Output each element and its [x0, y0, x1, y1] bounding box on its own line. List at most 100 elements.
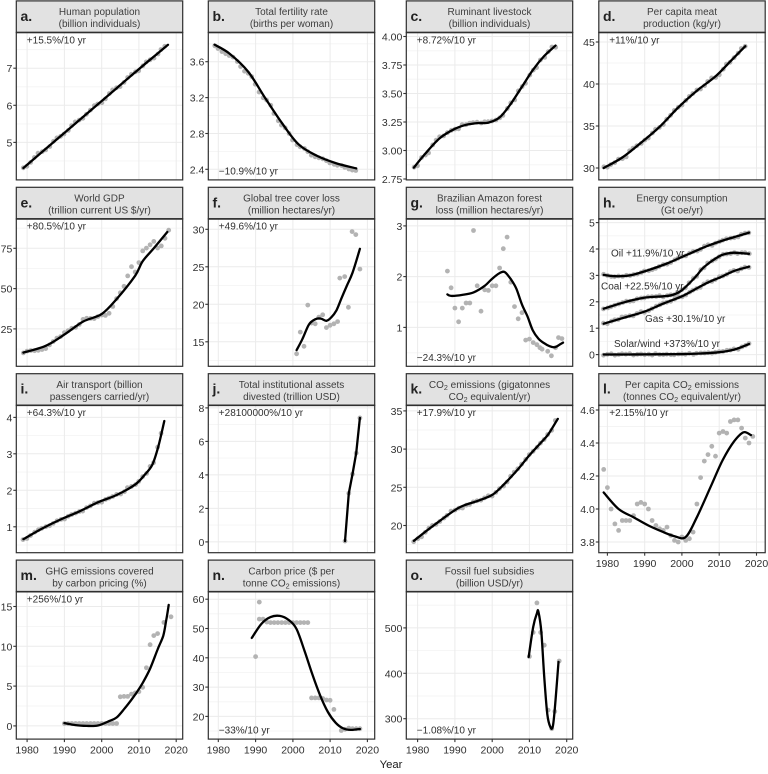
- svg-text:by carbon pricing (%): by carbon pricing (%): [52, 578, 146, 589]
- svg-text:production (kg/yr): production (kg/yr): [643, 19, 721, 30]
- svg-text:h.: h.: [603, 194, 615, 210]
- svg-text:75: 75: [1, 243, 13, 255]
- svg-text:3: 3: [396, 221, 402, 233]
- svg-text:2010: 2010: [708, 558, 732, 570]
- svg-text:6: 6: [6, 100, 12, 112]
- svg-text:Gas +30.1%/10 yr: Gas +30.1%/10 yr: [645, 314, 726, 325]
- svg-text:10: 10: [1, 641, 13, 653]
- svg-text:j.: j.: [212, 381, 221, 397]
- svg-text:2010: 2010: [518, 744, 542, 756]
- svg-text:1980: 1980: [207, 744, 231, 756]
- svg-text:m.: m.: [21, 567, 37, 583]
- svg-text:Air transport (billion: Air transport (billion: [56, 380, 142, 391]
- svg-text:+11%/10 yr: +11%/10 yr: [609, 35, 660, 46]
- svg-text:2020: 2020: [165, 744, 189, 756]
- svg-text:k.: k.: [411, 381, 423, 397]
- svg-text:1980: 1980: [406, 744, 430, 756]
- svg-text:4: 4: [198, 470, 204, 482]
- svg-text:4.2: 4.2: [580, 471, 595, 483]
- svg-text:f.: f.: [213, 194, 222, 210]
- svg-text:−10.9%/10 yr: −10.9%/10 yr: [219, 167, 279, 178]
- svg-text:(billion USD/yr): (billion USD/yr): [456, 578, 523, 589]
- svg-text:1: 1: [6, 522, 12, 534]
- svg-text:20: 20: [193, 711, 205, 723]
- svg-text:3.75: 3.75: [382, 60, 403, 72]
- svg-text:+28100000%/10 yr: +28100000%/10 yr: [219, 408, 304, 419]
- svg-text:45: 45: [583, 37, 595, 49]
- svg-text:tonne CO2​ emissions): tonne CO2​ emissions): [243, 578, 340, 590]
- svg-text:2000: 2000: [670, 558, 694, 570]
- svg-text:2000: 2000: [90, 744, 114, 756]
- svg-text:5: 5: [589, 218, 595, 230]
- svg-text:7: 7: [6, 63, 12, 75]
- svg-text:1980: 1980: [596, 558, 620, 570]
- svg-text:0: 0: [6, 721, 12, 733]
- svg-text:World GDP: World GDP: [74, 194, 125, 205]
- svg-text:15: 15: [193, 337, 205, 349]
- svg-text:Fossil fuel subsidies: Fossil fuel subsidies: [445, 566, 534, 577]
- svg-text:3.00: 3.00: [382, 146, 403, 158]
- svg-text:2: 2: [589, 297, 595, 309]
- svg-text:3: 3: [589, 270, 595, 282]
- svg-text:CO2​ equivalent/yr): CO2​ equivalent/yr): [449, 392, 531, 404]
- svg-text:40: 40: [193, 653, 205, 665]
- svg-text:1: 1: [589, 323, 595, 335]
- svg-text:+80.5%/10 yr: +80.5%/10 yr: [27, 222, 87, 233]
- svg-text:3.8: 3.8: [580, 537, 595, 549]
- svg-text:Global tree cover loss: Global tree cover loss: [243, 194, 340, 205]
- svg-text:Total institutional assets: Total institutional assets: [239, 380, 345, 391]
- svg-text:2000: 2000: [281, 744, 305, 756]
- svg-text:4.0: 4.0: [580, 504, 595, 516]
- svg-text:CO2​ emissions (gigatonnes: CO2​ emissions (gigatonnes: [429, 380, 550, 392]
- svg-text:2010: 2010: [318, 744, 342, 756]
- svg-text:20: 20: [193, 299, 205, 311]
- svg-text:6: 6: [198, 436, 204, 448]
- svg-text:Year: Year: [380, 759, 403, 769]
- svg-text:300: 300: [385, 714, 403, 726]
- svg-text:4.00: 4.00: [382, 32, 403, 44]
- svg-text:+2.15%/10 yr: +2.15%/10 yr: [609, 408, 669, 419]
- svg-text:2.75: 2.75: [382, 174, 403, 186]
- svg-text:−24.3%/10 yr: −24.3%/10 yr: [417, 353, 477, 364]
- svg-text:3.50: 3.50: [382, 89, 403, 101]
- svg-text:400: 400: [385, 668, 403, 680]
- svg-text:b.: b.: [213, 8, 225, 24]
- svg-text:5: 5: [6, 681, 12, 693]
- svg-text:passengers carried/yr): passengers carried/yr): [50, 392, 149, 403]
- svg-text:2020: 2020: [745, 558, 768, 570]
- svg-text:Energy consumption: Energy consumption: [636, 194, 727, 205]
- svg-text:Solar/wind +373%/10 yr: Solar/wind +373%/10 yr: [614, 339, 721, 350]
- svg-text:3.2: 3.2: [190, 93, 205, 105]
- svg-text:1990: 1990: [53, 744, 77, 756]
- svg-text:GHG emissions covered: GHG emissions covered: [45, 566, 153, 577]
- svg-text:loss (million hectares/yr): loss (million hectares/yr): [436, 206, 544, 217]
- svg-text:2: 2: [6, 485, 12, 497]
- svg-text:35: 35: [391, 406, 403, 418]
- svg-text:Oil +11.9%/10 yr: Oil +11.9%/10 yr: [611, 249, 685, 260]
- svg-text:a.: a.: [21, 8, 33, 24]
- svg-text:1: 1: [396, 322, 402, 334]
- svg-text:4.6: 4.6: [580, 405, 595, 417]
- svg-text:(million hectares/yr): (million hectares/yr): [248, 206, 335, 217]
- svg-text:2010: 2010: [127, 744, 151, 756]
- svg-text:500: 500: [385, 623, 403, 635]
- svg-text:g.: g.: [411, 194, 423, 210]
- svg-text:Coal +22.5%/10 yr: Coal +22.5%/10 yr: [601, 282, 684, 293]
- svg-text:+49.6%/10 yr: +49.6%/10 yr: [219, 222, 279, 233]
- svg-text:Total fertility rate: Total fertility rate: [255, 7, 328, 18]
- svg-text:d.: d.: [603, 8, 615, 24]
- svg-text:divested (trillion USD): divested (trillion USD): [243, 392, 340, 403]
- svg-text:Human population: Human population: [59, 7, 140, 18]
- svg-text:0: 0: [589, 350, 595, 362]
- svg-text:1990: 1990: [443, 744, 467, 756]
- svg-text:n.: n.: [213, 567, 225, 583]
- svg-text:c.: c.: [411, 8, 423, 24]
- svg-text:(trillion current US $/yr): (trillion current US $/yr): [48, 206, 151, 217]
- svg-text:(Gt oe/yr): (Gt oe/yr): [661, 206, 703, 217]
- svg-text:3.6: 3.6: [190, 57, 205, 69]
- svg-text:4.4: 4.4: [580, 438, 595, 450]
- svg-text:Per capita meat: Per capita meat: [647, 7, 717, 18]
- svg-text:4: 4: [6, 412, 12, 424]
- svg-text:50: 50: [193, 624, 205, 636]
- svg-text:+15.5%/10 yr: +15.5%/10 yr: [27, 35, 87, 46]
